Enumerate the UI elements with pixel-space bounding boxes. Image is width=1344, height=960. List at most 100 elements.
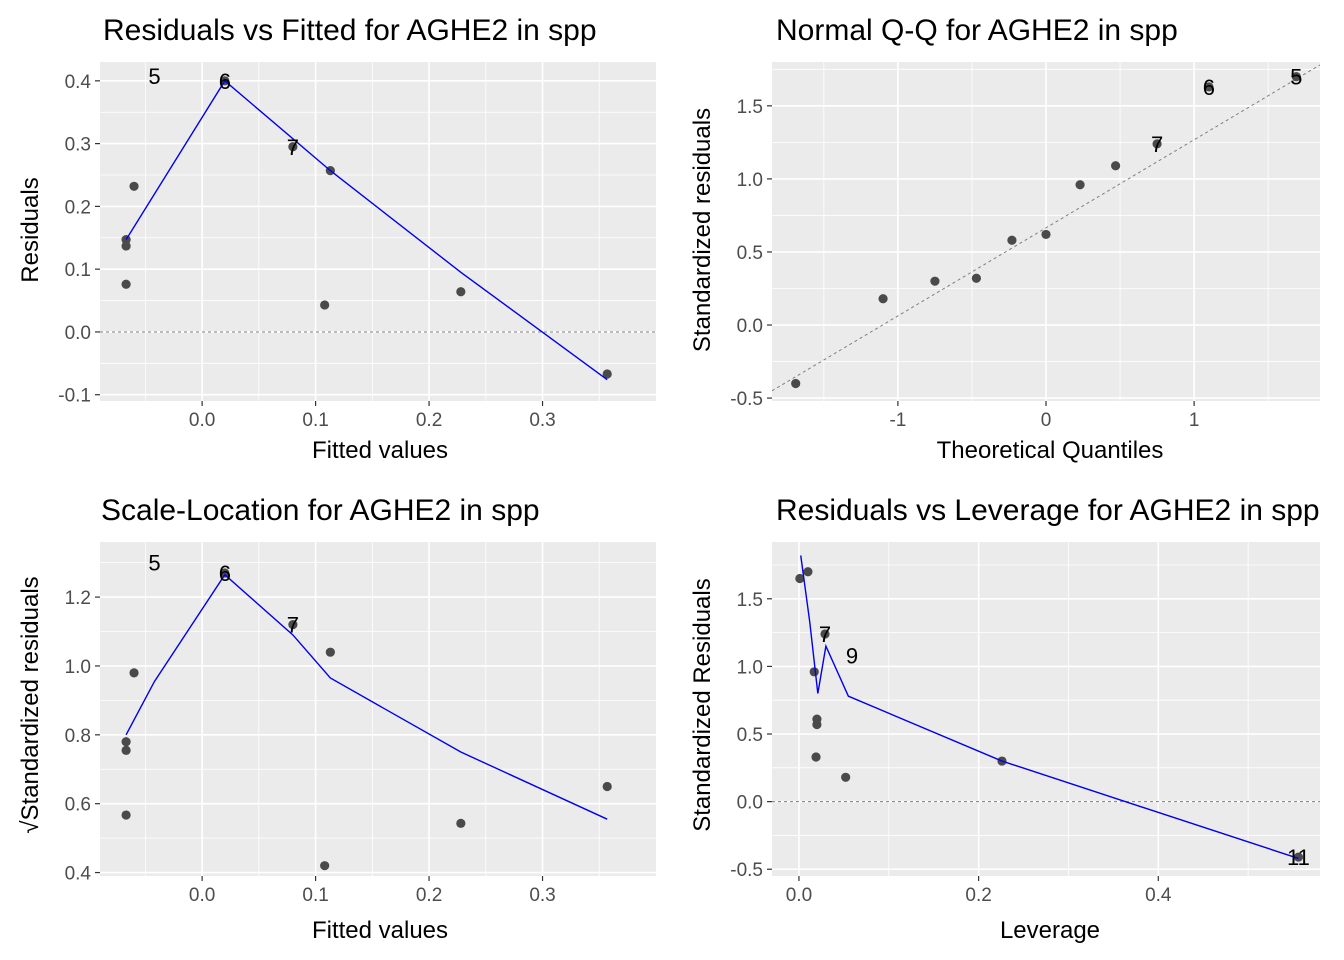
chart-1-y-tick-label: 0.3: [65, 135, 91, 156]
chart-4-point: [841, 772, 851, 782]
chart-3-point: [320, 861, 330, 871]
chart-2-x-axis-label: Theoretical Quantiles: [937, 437, 1164, 464]
chart-1-panel-background: [100, 62, 656, 401]
chart-3-y-axis-label: √Standardized residuals: [17, 576, 44, 833]
chart-3-point: [288, 620, 298, 630]
chart-1-x-tick-label: 0.2: [416, 410, 442, 431]
chart-1-point: [121, 241, 131, 251]
chart-2: -1 0 1 -0.5 0.0 0.5 1.0 1.5 6 5 7 Normal Q-Q for AG…: [689, 14, 1320, 464]
chart-1-y-tick-label: 0.4: [65, 72, 92, 93]
chart-4-point-label: 9: [846, 644, 858, 669]
chart-3-point: [121, 745, 131, 755]
chart-2-point: [1204, 82, 1214, 92]
chart-4-x-tick-label: 0.4: [1145, 885, 1172, 906]
chart-1-y-tick-label: 0.0: [65, 323, 91, 344]
chart-2-x-tick-label: 1: [1189, 410, 1200, 431]
chart-2-point: [1075, 180, 1085, 190]
chart-2-point: [1152, 139, 1162, 149]
chart-4-point: [795, 573, 805, 584]
chart-4-x-tick-label: 0.2: [965, 885, 991, 906]
chart-2-point: [971, 273, 981, 283]
chart-4-point-label: 7: [819, 622, 831, 647]
chart-3-plot-area: [121, 568, 612, 871]
chart-4-point: [809, 667, 819, 677]
chart-4-point: [812, 719, 822, 730]
chart-4-y-axis-label: Standardized Residuals: [689, 578, 716, 832]
chart-3-y-tick-label: 1.0: [65, 657, 91, 678]
chart-2-point: [1041, 229, 1051, 240]
chart-4-plot-area: [772, 555, 1320, 862]
chart-4-y-tick-label: 0.0: [737, 793, 763, 814]
chart-1-x-axis-label: Fitted values: [312, 437, 448, 464]
chart-4-point: [811, 752, 821, 762]
chart-2-point-label: 6: [1203, 75, 1215, 100]
chart-2-x-tick-label: 0: [1041, 410, 1052, 431]
chart-1-y-tick-label: -0.1: [58, 386, 91, 407]
chart-2-point: [1291, 72, 1301, 82]
chart-2-point: [791, 378, 801, 389]
chart-2-x-tick-label: -1: [889, 410, 906, 431]
chart-3-point-label: 6: [219, 561, 231, 586]
chart-2-point: [930, 276, 940, 286]
chart-2-point: [878, 294, 888, 304]
chart-3-x-tick-label: 0.1: [302, 885, 328, 906]
chart-4-smooth-line: [800, 555, 1299, 860]
chart-2-y-axis-label: Standardized residuals: [689, 108, 716, 352]
chart-1-smooth-line: [125, 79, 608, 381]
chart-1-point: [456, 287, 466, 297]
chart-2-point: [1007, 235, 1017, 245]
chart-2-reference-line: [772, 64, 1320, 392]
chart-1-x-tick-label: 0.0: [189, 410, 215, 431]
chart-1-point: [121, 279, 131, 289]
chart-3-x-tick-label: 0.2: [416, 885, 442, 906]
chart-1-y-tick-label: 0.1: [65, 260, 91, 281]
chart-1-title: Residuals vs Fitted for AGHE2 in spp: [103, 14, 597, 47]
chart-3-point: [220, 568, 230, 578]
chart-1-x-tick-label: 0.3: [529, 410, 555, 431]
chart-3-x-tick-label: 0.0: [189, 885, 215, 906]
chart-4-point: [803, 567, 813, 577]
chart-3-point-label: 7: [287, 613, 299, 638]
chart-4-y-tick-label: 1.5: [737, 590, 763, 611]
chart-2-y-tick-label: 1.0: [737, 170, 763, 191]
chart-4-x-tick-label: 0.0: [786, 885, 812, 906]
chart-3-point: [129, 668, 139, 678]
chart-3-panel-background: [100, 542, 656, 876]
chart-2-title: Normal Q-Q for AGHE2 in spp: [776, 14, 1178, 47]
chart-3-x-axis-label: Fitted values: [312, 917, 448, 944]
chart-4-panel-background: [772, 542, 1320, 876]
chart-4-point: [1293, 852, 1304, 862]
chart-4-x-axis-label: Leverage: [1000, 917, 1100, 944]
chart-3-point: [456, 818, 466, 828]
chart-1-y-tick-label: 0.2: [65, 197, 91, 218]
chart-4-point-label: 11: [1287, 845, 1310, 870]
chart-2-y-tick-label: 0.5: [737, 243, 763, 264]
chart-4-point: [820, 629, 830, 639]
chart-2-y-tick-label: -0.5: [730, 389, 763, 410]
chart-1-point-label: 5: [148, 64, 160, 89]
chart-4-y-tick-label: 0.5: [737, 725, 763, 746]
chart-2-point-label: 5: [1290, 65, 1302, 90]
chart-3-point: [325, 647, 335, 657]
chart-2-point: [1111, 161, 1121, 171]
chart-3-y-tick-label: 0.6: [65, 795, 91, 816]
chart-3-smooth-line: [125, 573, 608, 820]
chart-3-x-tick-label: 0.3: [529, 885, 555, 906]
chart-1-y-axis-label: Residuals: [17, 177, 44, 282]
chart-1-point: [320, 300, 330, 310]
chart-4: 0.0 0.2 0.4 -0.5 0.0 0.5 1.0 1.5 79 11 Residuals v…: [689, 494, 1320, 944]
chart-3-point-label: 5: [148, 551, 160, 576]
chart-1-point: [288, 142, 298, 152]
chart-1: 0.0 0.1 0.2 0.3 -0.1 0.0 0.1 0.2 0.3 0.4 5 6 7 Residu…: [17, 14, 656, 464]
chart-3-y-tick-label: 0.8: [65, 726, 91, 747]
chart-2-plot-area: [772, 64, 1320, 392]
chart-3-y-tick-label: 1.2: [65, 588, 91, 609]
chart-3-point: [121, 737, 131, 747]
chart-2-point-label: 7: [1151, 132, 1163, 157]
chart-1-point-label: 6: [219, 69, 231, 94]
chart-4-title: Residuals vs Leverage for AGHE2 in spp: [776, 494, 1320, 527]
chart-2-y-tick-label: 1.5: [737, 97, 763, 118]
chart-4-y-tick-label: -0.5: [730, 860, 763, 881]
chart-1-point: [602, 369, 612, 379]
